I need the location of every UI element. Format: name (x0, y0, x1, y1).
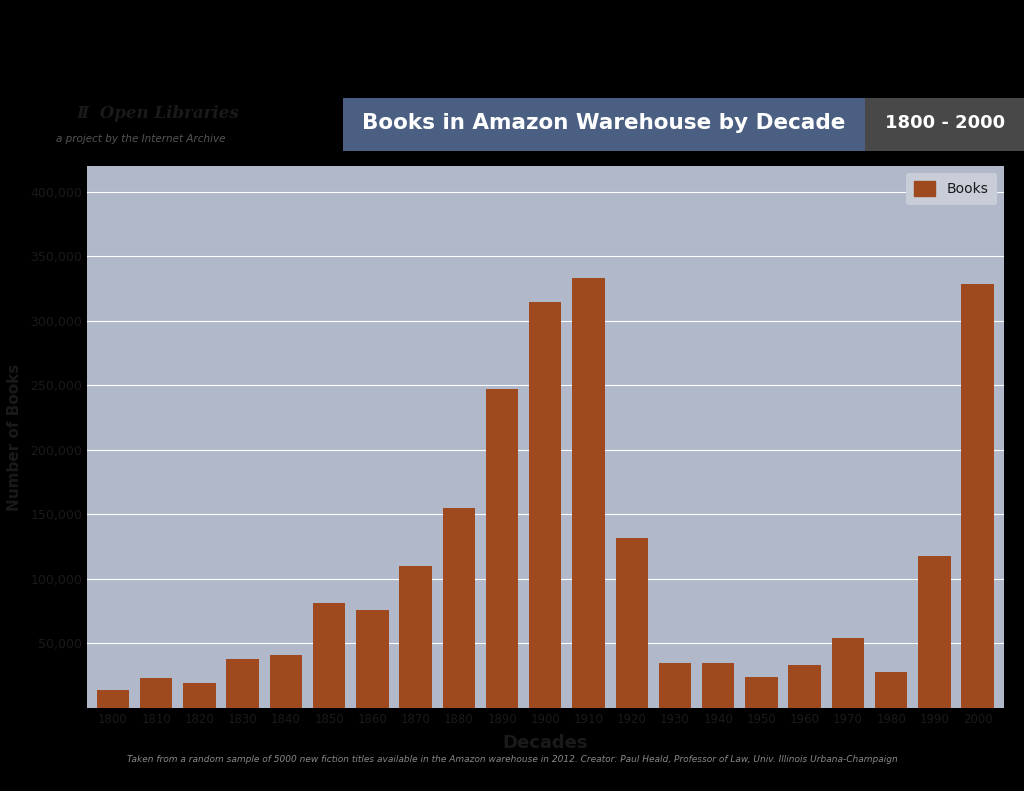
Text: 1800 - 2000: 1800 - 2000 (885, 115, 1005, 132)
Bar (442, 508, 475, 708)
Bar (615, 538, 648, 708)
Text: Books in Amazon Warehouse by Decade: Books in Amazon Warehouse by Decade (362, 113, 846, 134)
Bar (831, 638, 864, 708)
Bar (183, 683, 216, 708)
Bar (269, 655, 302, 708)
Legend: Books: Books (906, 173, 996, 205)
Bar (529, 301, 561, 708)
Bar (226, 659, 259, 708)
Text: a project by the Internet Archive: a project by the Internet Archive (56, 134, 226, 145)
Bar (702, 663, 734, 708)
Bar (865, 98, 1024, 151)
Y-axis label: Number of Books: Number of Books (7, 363, 22, 511)
Bar (96, 690, 129, 708)
Bar (356, 610, 388, 708)
Text: Taken from a random sample of 5000 new fiction titles available in the Amazon wa: Taken from a random sample of 5000 new f… (127, 755, 897, 764)
Bar (919, 556, 950, 708)
Bar (343, 98, 865, 151)
X-axis label: Decades: Decades (503, 734, 588, 752)
Bar (658, 663, 691, 708)
Text: Ⅱ  Open Libraries: Ⅱ Open Libraries (77, 105, 240, 123)
Bar (399, 566, 432, 708)
Bar (874, 672, 907, 708)
Bar (788, 665, 821, 708)
Bar (485, 389, 518, 708)
Bar (313, 604, 345, 708)
Bar (140, 678, 172, 708)
Bar (962, 283, 994, 708)
Bar (745, 677, 777, 708)
Bar (572, 278, 605, 708)
